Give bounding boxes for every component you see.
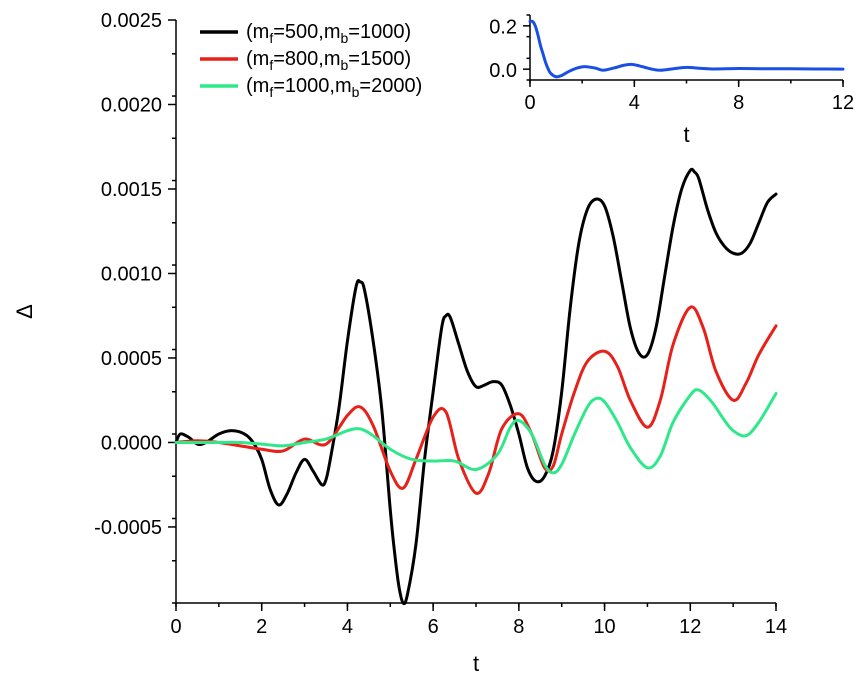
x-tick-label: 10: [593, 616, 615, 638]
legend-label: (mf=800,mb=1500): [246, 48, 411, 73]
series-line-0-1: [174, 305, 778, 495]
y-tick-label: 0.0025: [101, 10, 162, 32]
x-tick-label: 4: [342, 616, 353, 638]
legend-label: (mf=1000,mb=2000): [246, 75, 422, 100]
series-line-0-0: [174, 167, 778, 606]
y-tick-label: 0.0020: [101, 94, 162, 116]
legend-entry: (mf=800,mb=1500): [200, 48, 411, 73]
y-tick-label: 0.2: [489, 17, 517, 39]
x-axis-title: t: [473, 651, 479, 676]
x-tick-label: 8: [513, 616, 524, 638]
y-tick-label: 0.0005: [101, 348, 162, 370]
x-tick-label: 14: [765, 616, 787, 638]
x-tick-label: 4: [629, 92, 640, 114]
y-tick-label: 0.0000: [101, 432, 162, 454]
x-tick-label: 0: [524, 92, 535, 114]
legend-entry: (mf=1000,mb=2000): [200, 75, 422, 100]
y-axis-title: Δ: [12, 304, 37, 319]
x-tick-label: 2: [256, 616, 267, 638]
y-tick-label: 0.0010: [101, 263, 162, 285]
inset-plot: 0 4 8 12 0.0 0.2 t: [489, 14, 854, 147]
x-tick-label: 8: [733, 92, 744, 114]
legend-entry: (mf=500,mb=1000): [200, 21, 411, 46]
series-line-1-0: [528, 19, 845, 79]
legend: (mf=500,mb=1000)(mf=800,mb=1500)(mf=1000…: [200, 21, 422, 100]
y-tick-label: 0.0015: [101, 179, 162, 201]
x-tick-label: 12: [679, 616, 701, 638]
main-plot: 0 2 4 6 8 10 12 14-0.00050.00000.00050.00100.00…: [12, 10, 787, 676]
x-axis-title: t: [683, 122, 689, 147]
y-tick-label: -0.0005: [94, 517, 162, 539]
x-tick-label: 0: [170, 616, 181, 638]
x-tick-label: 6: [428, 616, 439, 638]
y-tick-label: 0.0: [489, 60, 517, 82]
legend-label: (mf=500,mb=1000): [246, 21, 411, 46]
series-line-0-2: [174, 388, 778, 475]
x-tick-label: 12: [832, 92, 854, 114]
